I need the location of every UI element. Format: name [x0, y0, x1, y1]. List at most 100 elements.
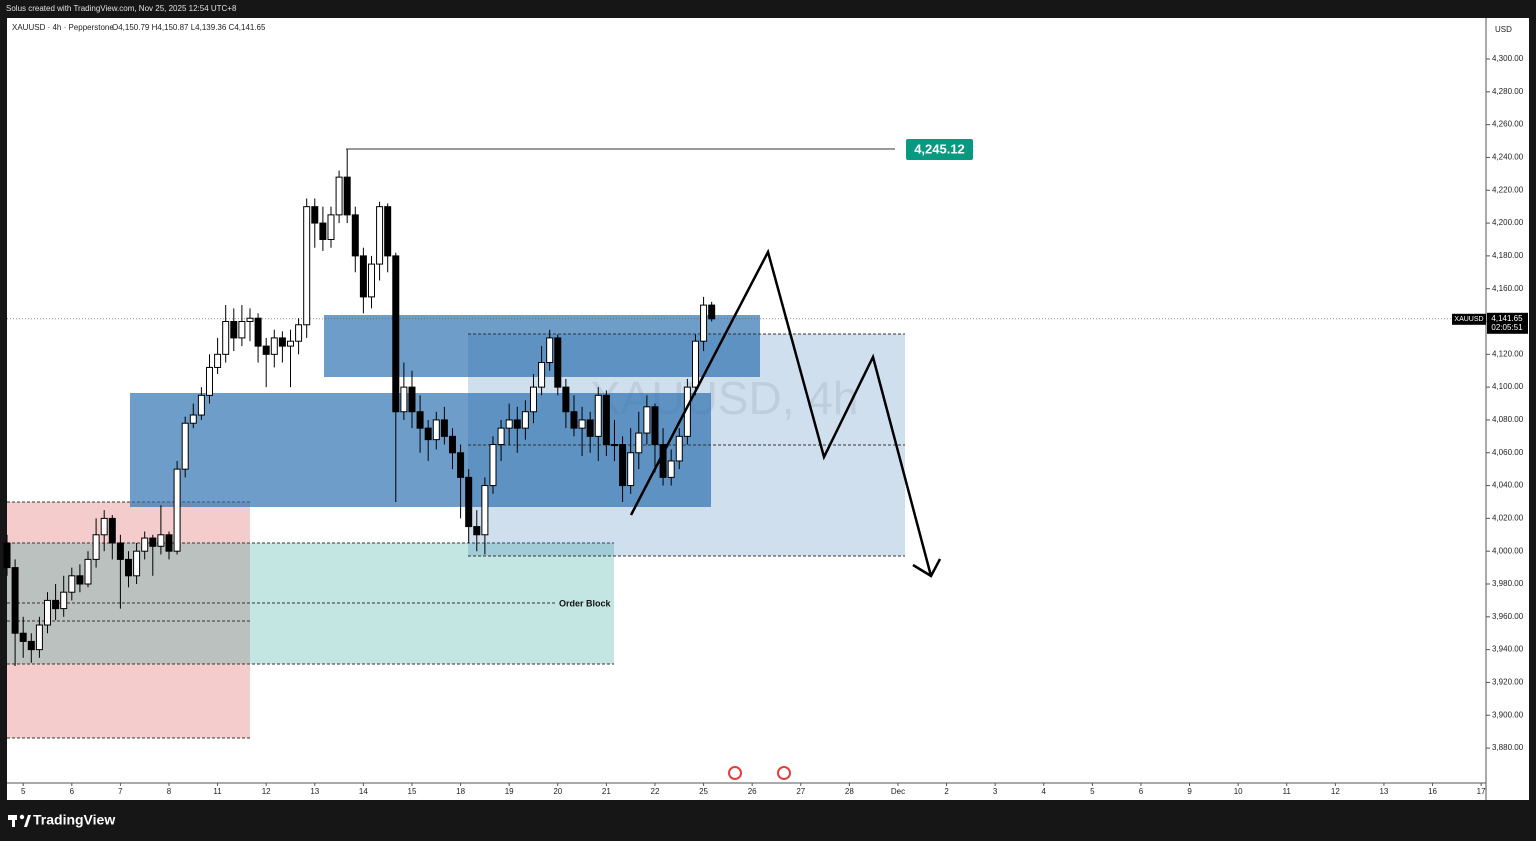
- candle-body: [376, 206, 384, 265]
- candle-body: [43, 599, 51, 626]
- candle-body: [465, 476, 473, 528]
- x-tick-label: 8: [167, 787, 172, 796]
- currency-label: USD: [1495, 25, 1512, 34]
- y-tick-label: 4,080.00: [1492, 415, 1524, 424]
- candle-body: [675, 435, 683, 462]
- candle-body: [11, 567, 19, 634]
- countdown-label: 02:05:51: [1491, 323, 1523, 332]
- candle-body: [295, 324, 303, 342]
- order-block-label: Order Block: [559, 598, 612, 608]
- candle-body: [286, 340, 294, 347]
- x-tick-label: 25: [699, 787, 708, 796]
- candle-body: [116, 542, 124, 560]
- x-tick-label: 27: [796, 787, 805, 796]
- x-tick-label: 5: [1090, 787, 1095, 796]
- plot-area: [3, 149, 1486, 667]
- tv-logo: [8, 814, 31, 827]
- x-tick-label: Dec: [891, 787, 905, 796]
- event-icons: [728, 766, 791, 780]
- candle-body: [513, 419, 521, 429]
- y-tick-label: 4,160.00: [1492, 284, 1524, 293]
- candle-body: [546, 337, 554, 364]
- x-tick-label: 11: [1283, 787, 1292, 796]
- candle-body: [457, 452, 465, 478]
- candle-body: [489, 444, 497, 487]
- candle-body: [124, 558, 132, 577]
- candle-body: [351, 214, 359, 257]
- y-tick-label: 4,000.00: [1492, 546, 1524, 555]
- candle-body: [408, 386, 416, 413]
- candle-body: [651, 406, 659, 446]
- candle-body: [68, 575, 76, 593]
- candle-body: [181, 422, 189, 470]
- candle-body: [359, 255, 367, 298]
- symbol-title: XAUUSD · 4h · Pepperstone: [12, 23, 114, 32]
- x-tick-label: 12: [1331, 787, 1340, 796]
- y-tick-label: 4,300.00: [1492, 54, 1524, 63]
- x-tick-label: 6: [70, 787, 75, 796]
- candle-body: [35, 624, 43, 651]
- y-tick-label: 4,100.00: [1492, 382, 1524, 391]
- last-price-label: 4,141.65: [1491, 314, 1523, 323]
- candle-body: [400, 386, 408, 413]
- y-tick-label: 4,220.00: [1492, 185, 1524, 194]
- x-tick-label: 9: [1187, 787, 1192, 796]
- candle-body: [270, 337, 278, 355]
- x-tick-label: 15: [408, 787, 417, 796]
- candle-body: [327, 214, 335, 240]
- x-tick-label: 17: [1477, 787, 1486, 796]
- candle-body: [619, 444, 627, 487]
- x-tick-label: 2: [944, 787, 949, 796]
- candle-body: [521, 411, 529, 429]
- candle-body: [311, 206, 319, 224]
- candle-body: [100, 517, 108, 536]
- candle-body: [214, 353, 222, 368]
- projection-path: [629, 248, 933, 577]
- candle-body: [230, 321, 238, 339]
- x-tick-label: 18: [456, 787, 465, 796]
- x-tick-label: 4: [1042, 787, 1047, 796]
- x-tick-label: 12: [262, 787, 271, 796]
- y-tick-label: 3,900.00: [1492, 710, 1524, 719]
- candle-body: [157, 534, 165, 547]
- candle-body: [554, 337, 562, 388]
- x-tick-label: 21: [602, 787, 611, 796]
- candle-body: [424, 427, 432, 441]
- x-tick-label: 26: [748, 787, 757, 796]
- y-tick-label: 4,120.00: [1492, 349, 1524, 358]
- candle-body: [246, 317, 254, 323]
- high-label: 4,245.12: [914, 141, 965, 156]
- y-tick-label: 4,020.00: [1492, 513, 1524, 522]
- y-tick-label: 3,920.00: [1492, 678, 1524, 687]
- candle-body: [335, 176, 343, 216]
- range-lines: [468, 333, 905, 557]
- candle-body: [432, 419, 440, 441]
- y-tick-label: 4,040.00: [1492, 481, 1524, 490]
- candle-body: [700, 304, 708, 342]
- event-icon[interactable]: [777, 766, 791, 780]
- candle-body: [165, 534, 173, 552]
- candle-body: [538, 362, 546, 388]
- event-icon[interactable]: [728, 766, 742, 780]
- candle-body: [643, 406, 651, 434]
- logo-mark: [19, 814, 25, 820]
- x-tick-label: 6: [1139, 787, 1144, 796]
- x-tick-label: 14: [359, 787, 368, 796]
- x-tick-label: 22: [651, 787, 660, 796]
- candle-body: [578, 419, 586, 429]
- candle-body: [197, 394, 205, 416]
- symbol-label: XAUUSD: [1454, 316, 1483, 323]
- x-tick-label: 20: [553, 787, 562, 796]
- right-frame: [1529, 18, 1536, 800]
- candle-body: [367, 263, 375, 298]
- x-tick-label: 11: [213, 787, 222, 796]
- candle-body: [27, 640, 35, 651]
- candle-body: [416, 411, 424, 429]
- candle-body: [505, 419, 513, 429]
- y-tick-label: 4,260.00: [1492, 120, 1524, 129]
- candle-body: [392, 255, 400, 413]
- candle-body: [562, 386, 570, 413]
- candle-body: [440, 419, 448, 437]
- candle-body: [635, 432, 643, 454]
- candle-body: [52, 599, 60, 610]
